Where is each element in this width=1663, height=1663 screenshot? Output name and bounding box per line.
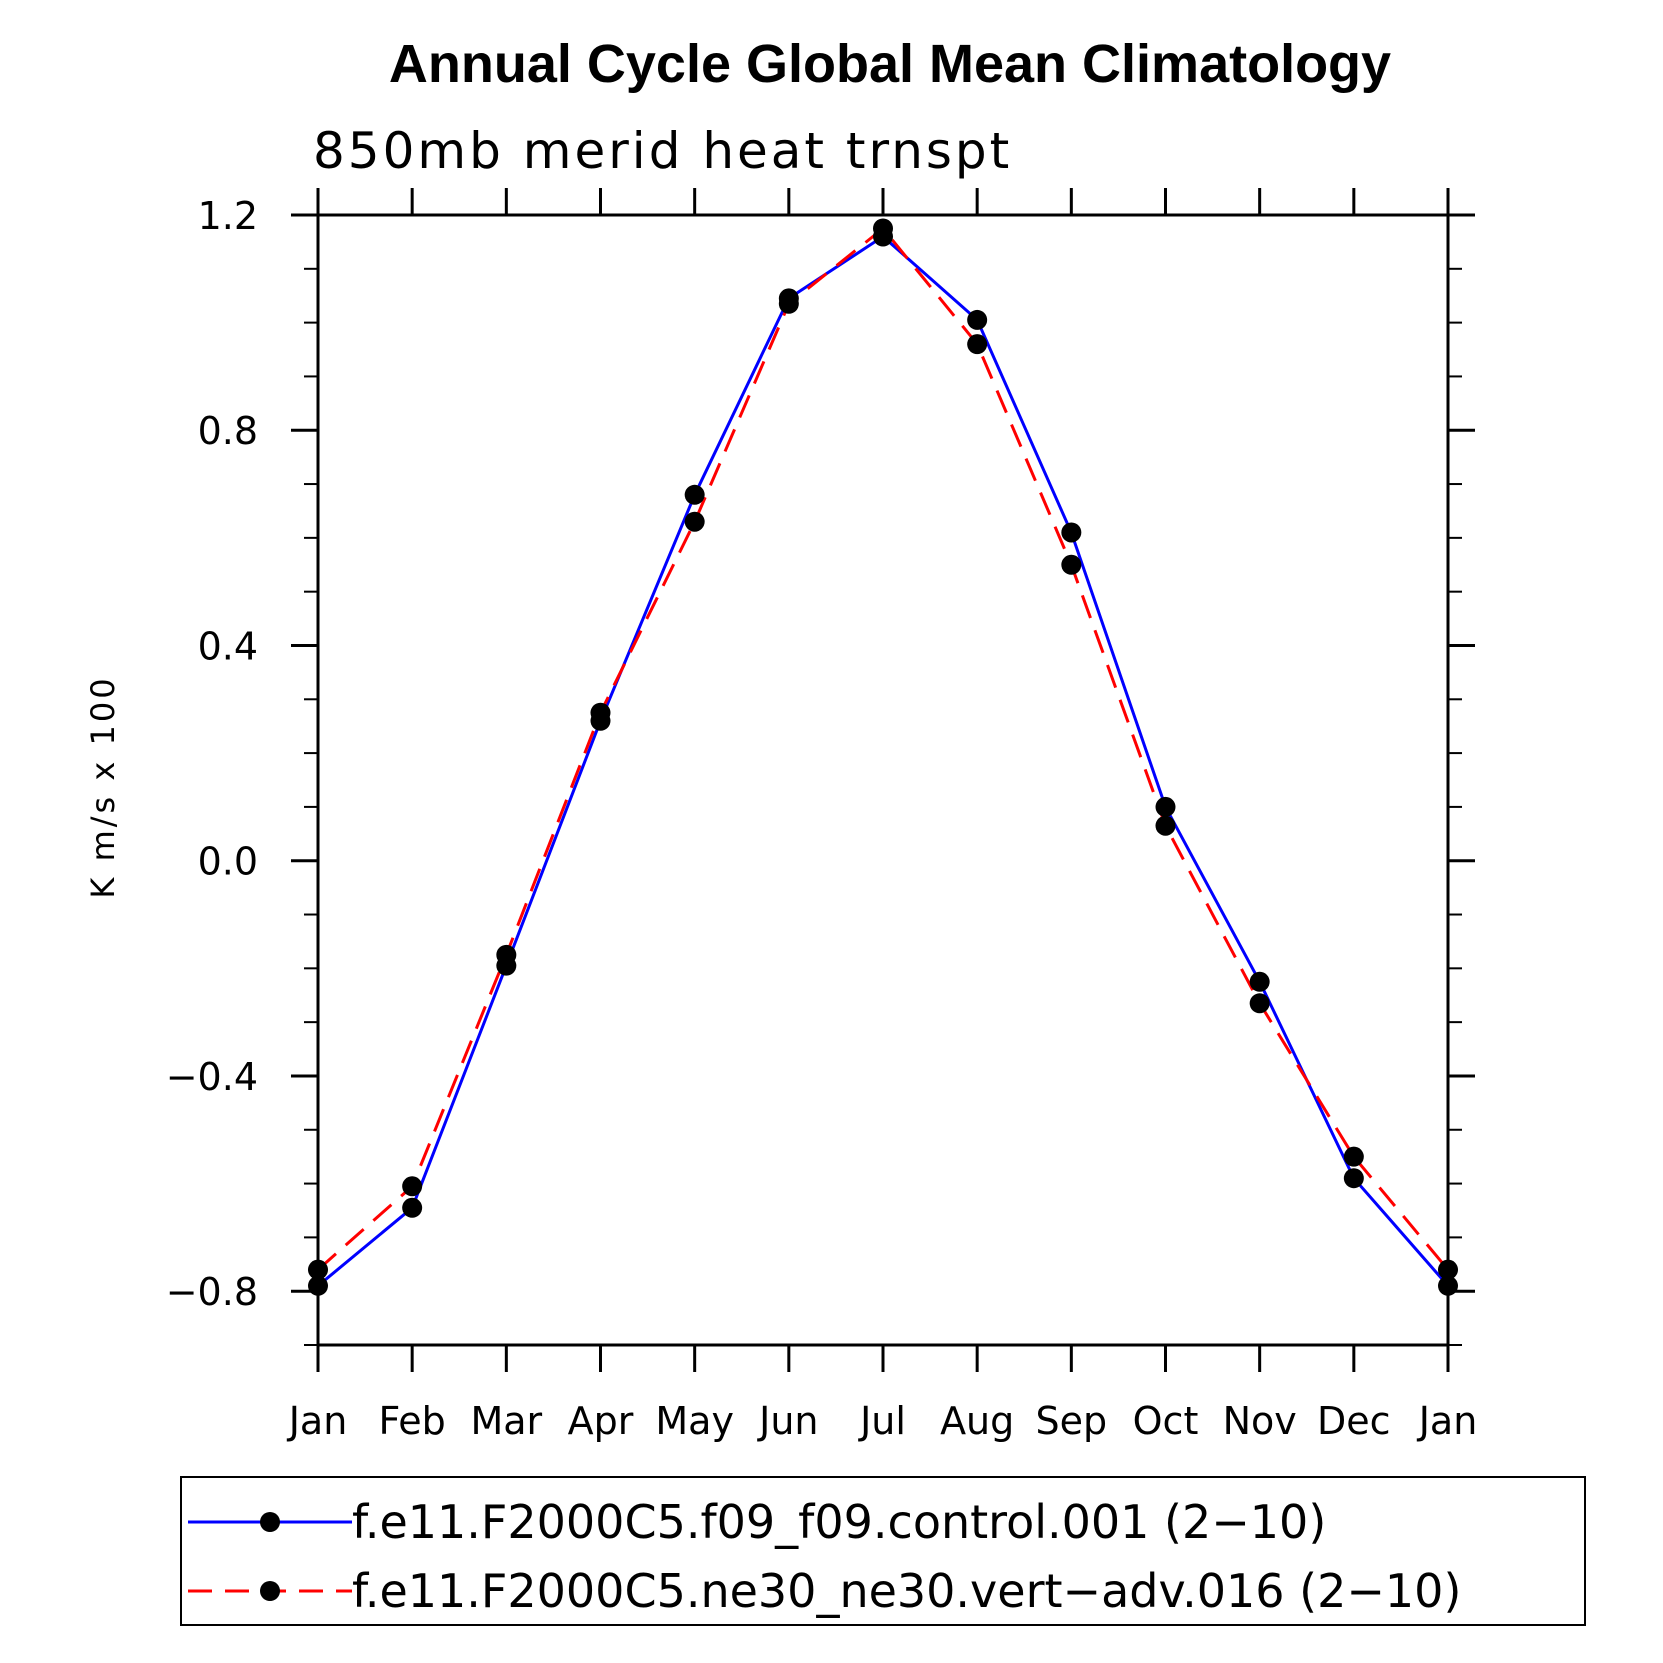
y-tick-label: −0.4 [166, 1055, 258, 1099]
x-tick-labels: Jan Feb Mar Apr May Jun Jul Aug Sep Oct Nov Dec Jan [287, 1399, 1478, 1443]
series-2-point [1061, 554, 1082, 575]
series-layer [308, 218, 1458, 1296]
series-2-point [1249, 993, 1270, 1014]
y-tick-label: 0.8 [198, 409, 258, 453]
series-2-point [402, 1176, 423, 1197]
x-tick-label: May [655, 1399, 734, 1443]
x-tick-label: Sep [1036, 1399, 1108, 1443]
series-2-point [496, 944, 517, 965]
x-tick-label: Oct [1133, 1399, 1199, 1443]
y-tick-label: −0.8 [166, 1270, 258, 1314]
x-tick-label: Nov [1223, 1399, 1297, 1443]
series-2-point [590, 702, 611, 723]
series-line-1 [317, 234, 1450, 1287]
series-line-2 [317, 226, 1450, 1271]
plot-frame [316, 213, 1450, 1347]
y-axis-label: K m/s x 100 [84, 675, 122, 898]
x-tick-label: Feb [379, 1399, 446, 1443]
x-tick-label: Jun [757, 1399, 818, 1443]
x-tick-label: Apr [568, 1399, 634, 1443]
series-1-point [1249, 971, 1270, 992]
series-1-point [1061, 522, 1082, 543]
series-2-point [308, 1259, 328, 1280]
x-tick-label: Jul [858, 1399, 906, 1443]
x-tick-label: Aug [940, 1399, 1014, 1443]
y-tick-label: 1.2 [198, 194, 258, 238]
series-2-point [684, 511, 705, 532]
y-tick-label: 0.0 [198, 840, 258, 884]
legend-marker-vert-adv [260, 1581, 280, 1601]
series-2-point [873, 218, 893, 239]
series-1-point [308, 1275, 328, 1296]
series-2-point [1343, 1146, 1364, 1167]
chart-subtitle: 850mb merid heat trnspt [313, 122, 1012, 180]
series-2-point [778, 293, 799, 314]
x-tick-label: Dec [1317, 1399, 1391, 1443]
series-1-point [1343, 1168, 1364, 1189]
series-1-point [1438, 1275, 1458, 1296]
series-2-point [967, 334, 988, 355]
y-tick-label: 0.4 [198, 624, 258, 668]
series-1-point [684, 484, 705, 505]
series-1-point [402, 1197, 423, 1218]
x-tick-label: Mar [470, 1399, 542, 1443]
series-1-point [967, 309, 988, 330]
axis-ticks [291, 188, 1475, 1372]
series-2-point [1438, 1259, 1458, 1280]
x-tick-label: Jan [1417, 1399, 1478, 1443]
legend: f.e11.F2000C5.f09_f09.control.001 (2−10)… [180, 1476, 1586, 1626]
series-2-point [1155, 815, 1176, 836]
x-tick-label: Jan [287, 1399, 348, 1443]
legend-label-vert-adv: f.e11.F2000C5.ne30_ne30.vert−adv.016 (2−… [352, 1564, 1461, 1618]
legend-box [180, 1476, 1586, 1626]
series-1-point [1155, 796, 1176, 817]
legend-label-control: f.e11.F2000C5.f09_f09.control.001 (2−10) [352, 1495, 1326, 1549]
legend-marker-control [260, 1512, 280, 1532]
chart-title: Annual Cycle Global Mean Climatology [389, 34, 1391, 94]
y-tick-labels: −0.8 −0.4 0.0 0.4 0.8 1.2 [166, 194, 258, 1314]
